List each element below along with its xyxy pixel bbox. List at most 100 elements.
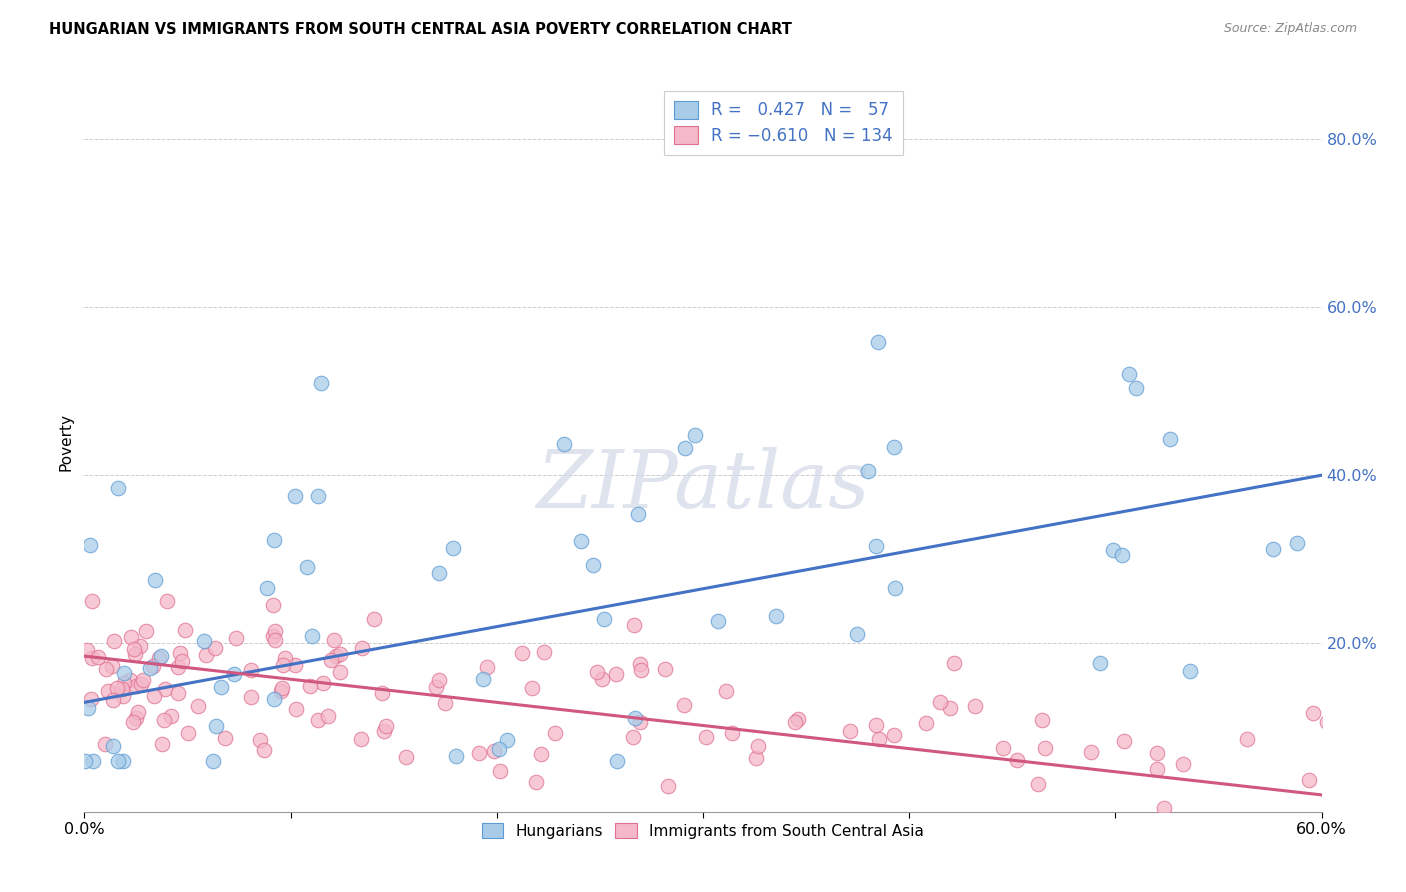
Point xyxy=(82,754,104,768)
Point xyxy=(103,634,125,648)
Point xyxy=(1285,536,1308,550)
Point xyxy=(673,441,696,455)
Point xyxy=(371,686,394,700)
Point xyxy=(129,676,152,690)
Point xyxy=(97,684,120,698)
Point xyxy=(1088,657,1111,671)
Point xyxy=(76,643,98,657)
Point xyxy=(747,739,769,754)
Point xyxy=(79,538,101,552)
Point xyxy=(488,742,510,756)
Point xyxy=(159,709,181,723)
Point xyxy=(214,731,236,745)
Point xyxy=(138,661,160,675)
Point xyxy=(846,627,869,641)
Point xyxy=(785,714,807,729)
Point xyxy=(105,681,128,695)
Point xyxy=(720,725,742,739)
Point xyxy=(298,679,321,693)
Point xyxy=(765,608,787,623)
Point xyxy=(143,689,166,703)
Point xyxy=(174,624,197,638)
Point xyxy=(240,690,263,704)
Point xyxy=(120,630,142,644)
Point xyxy=(695,730,717,744)
Point xyxy=(522,681,544,696)
Point xyxy=(128,640,150,654)
Point xyxy=(858,464,880,478)
Point xyxy=(204,641,226,656)
Point xyxy=(373,723,395,738)
Y-axis label: Poverty: Poverty xyxy=(58,412,73,471)
Point xyxy=(884,582,907,596)
Point xyxy=(939,701,962,715)
Point xyxy=(316,709,339,723)
Point xyxy=(621,730,644,744)
Point xyxy=(118,673,141,687)
Point xyxy=(148,651,170,665)
Point xyxy=(96,662,118,676)
Point xyxy=(271,657,294,672)
Point xyxy=(124,647,146,661)
Point xyxy=(284,702,307,716)
Point xyxy=(425,680,447,694)
Point xyxy=(630,663,652,677)
Point xyxy=(209,680,232,694)
Point xyxy=(1031,713,1053,727)
Point xyxy=(111,754,134,768)
Point xyxy=(156,594,179,608)
Point xyxy=(307,489,329,503)
Point xyxy=(673,698,696,713)
Point xyxy=(350,732,373,747)
Point xyxy=(1346,710,1368,724)
Point xyxy=(1261,542,1284,557)
Point xyxy=(627,507,650,521)
Point xyxy=(963,699,986,714)
Point xyxy=(1111,548,1133,562)
Point xyxy=(1080,745,1102,759)
Point xyxy=(427,566,450,580)
Point xyxy=(107,481,129,495)
Point xyxy=(167,659,190,673)
Point xyxy=(489,764,512,778)
Point xyxy=(1026,777,1049,791)
Point xyxy=(150,737,173,751)
Point xyxy=(263,533,285,547)
Point xyxy=(1118,368,1140,382)
Point xyxy=(1173,756,1195,771)
Point xyxy=(1112,734,1135,748)
Point xyxy=(628,715,651,730)
Point xyxy=(284,489,307,503)
Point xyxy=(262,598,284,612)
Point xyxy=(82,594,104,608)
Point xyxy=(1146,746,1168,760)
Point xyxy=(122,641,145,656)
Point xyxy=(706,615,728,629)
Point xyxy=(363,612,385,626)
Point xyxy=(264,633,287,648)
Point xyxy=(87,650,110,665)
Point xyxy=(101,739,124,753)
Point xyxy=(586,665,609,679)
Point xyxy=(127,705,149,719)
Point xyxy=(441,541,464,555)
Point xyxy=(993,740,1015,755)
Point xyxy=(865,717,887,731)
Point xyxy=(325,649,347,664)
Point xyxy=(177,725,200,739)
Point xyxy=(202,754,225,768)
Point xyxy=(101,692,124,706)
Point xyxy=(530,747,553,761)
Point xyxy=(839,723,862,738)
Point xyxy=(195,648,218,662)
Point xyxy=(329,665,352,680)
Point xyxy=(1236,731,1258,746)
Point xyxy=(1298,773,1320,788)
Text: HUNGARIAN VS IMMIGRANTS FROM SOUTH CENTRAL ASIA POVERTY CORRELATION CHART: HUNGARIAN VS IMMIGRANTS FROM SOUTH CENTR… xyxy=(49,22,792,37)
Point xyxy=(297,559,319,574)
Point xyxy=(745,751,768,765)
Point xyxy=(553,436,575,450)
Point xyxy=(883,728,905,742)
Point xyxy=(172,654,194,668)
Point xyxy=(80,692,103,706)
